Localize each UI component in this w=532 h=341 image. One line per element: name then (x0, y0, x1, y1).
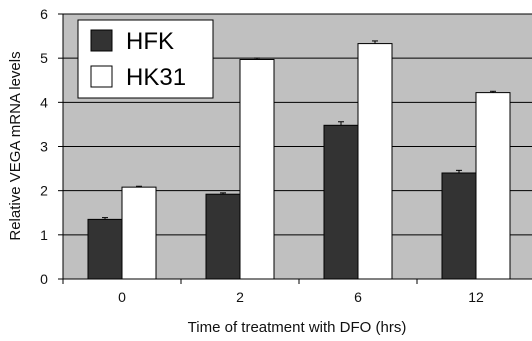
x-tick-label: 0 (118, 289, 126, 305)
legend-swatch-hfk (90, 29, 113, 52)
bar-hfk-2 (205, 193, 241, 280)
y-tick-label: 4 (40, 94, 48, 110)
y-tick-label: 3 (40, 139, 48, 155)
bar-hk31-6 (357, 43, 393, 280)
bar-hk31-12 (475, 92, 511, 280)
x-tick-label: 6 (354, 289, 362, 305)
legend-label-hfk: HFK (126, 28, 174, 55)
bar-hfk-0 (87, 218, 123, 280)
bars (87, 40, 511, 280)
bar-hfk-6 (323, 124, 359, 280)
x-tick-labels: 0 2 6 12 (118, 289, 484, 305)
y-tick-label: 2 (40, 183, 48, 199)
y-tick-label: 6 (40, 6, 48, 22)
x-tick-label: 2 (236, 289, 244, 305)
legend-label-hk31: HK31 (126, 64, 186, 91)
bar-hfk-12 (441, 172, 477, 280)
y-tick-label: 1 (40, 227, 48, 243)
legend: HFK HK31 (77, 19, 214, 99)
bar-hk31-2 (239, 58, 275, 280)
axes (58, 13, 532, 284)
x-tick-label: 12 (468, 289, 484, 305)
y-tick-labels: 0 1 2 3 4 5 6 (40, 6, 48, 287)
y-axis-title: Relative VEGA mRNA levels (7, 51, 24, 240)
x-axis-title: Time of treatment with DFO (hrs) (188, 319, 407, 336)
bar-hk31-0 (121, 186, 157, 280)
y-tick-label: 5 (40, 50, 48, 66)
y-tick-label: 0 (40, 271, 48, 287)
legend-swatch-hk31 (90, 65, 113, 88)
